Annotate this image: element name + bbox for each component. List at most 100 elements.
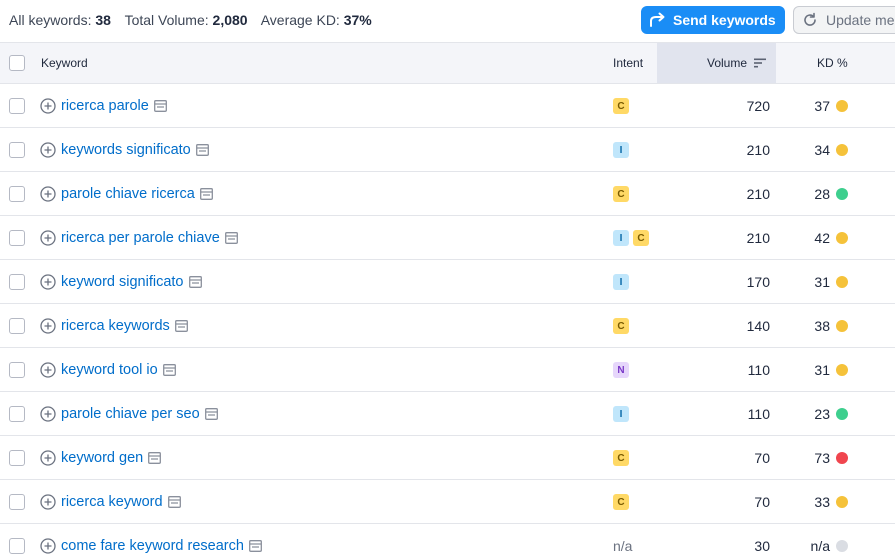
volume-value: 210 — [746, 230, 770, 246]
keyword-cell: parole chiave per seo — [40, 392, 218, 436]
serp-snapshot-icon[interactable] — [199, 188, 213, 200]
intent-badge[interactable]: C — [613, 98, 629, 114]
keyword-link[interactable]: ricerca keywords — [61, 318, 170, 334]
row-checkbox[interactable] — [9, 406, 25, 422]
intent-badge[interactable]: C — [613, 494, 629, 510]
intent-badge[interactable]: I — [613, 406, 629, 422]
serp-snapshot-icon[interactable] — [195, 144, 209, 156]
serp-snapshot-icon[interactable] — [188, 276, 202, 288]
intent-badge[interactable]: C — [613, 186, 629, 202]
kd-column-header[interactable]: KD % — [817, 56, 848, 70]
table-row: parole chiave per seo I 110 23 — [0, 392, 895, 436]
kd-value: 37 — [814, 98, 830, 114]
row-checkbox[interactable] — [9, 538, 25, 554]
kd-difficulty-dot — [836, 452, 848, 464]
volume-column-header[interactable]: Volume — [707, 43, 767, 83]
row-checkbox[interactable] — [9, 142, 25, 158]
keyword-link[interactable]: keywords significato — [61, 142, 191, 158]
kd-difficulty-dot — [836, 320, 848, 332]
intent-badge[interactable]: C — [633, 230, 649, 246]
volume-value: 140 — [746, 318, 770, 334]
serp-snapshot-icon[interactable] — [162, 364, 176, 376]
serp-snapshot-icon[interactable] — [248, 540, 262, 552]
serp-snapshot-icon[interactable] — [153, 100, 167, 112]
keyword-link[interactable]: keyword significato — [61, 274, 184, 290]
keyword-cell: ricerca keywords — [40, 304, 188, 348]
all-keywords-label: All keywords: — [9, 12, 92, 28]
intent-na: n/a — [613, 538, 633, 554]
intent-badge[interactable]: I — [613, 230, 629, 246]
sort-descending-icon — [754, 58, 767, 68]
row-checkbox[interactable] — [9, 494, 25, 510]
row-checkbox[interactable] — [9, 450, 25, 466]
table-row: ricerca keyword C 70 33 — [0, 480, 895, 524]
add-plus-icon[interactable] — [40, 538, 56, 554]
add-plus-icon[interactable] — [40, 186, 56, 202]
update-metrics-label: Update me — [826, 12, 895, 28]
add-plus-icon[interactable] — [40, 98, 56, 114]
kd-difficulty-dot — [836, 144, 848, 156]
keyword-column-header[interactable]: Keyword — [41, 56, 88, 70]
kd-difficulty-dot — [836, 232, 848, 244]
keyword-link[interactable]: keyword tool io — [61, 362, 158, 378]
add-plus-icon[interactable] — [40, 362, 56, 378]
keyword-link[interactable]: parole chiave per seo — [61, 406, 200, 422]
intent-cell: I — [613, 260, 633, 304]
intent-cell: I — [613, 128, 633, 172]
add-plus-icon[interactable] — [40, 494, 56, 510]
kd-difficulty-dot — [836, 540, 848, 552]
average-kd-label: Average KD: — [260, 12, 340, 28]
kd-value: 73 — [814, 450, 830, 466]
volume-value: 720 — [746, 98, 770, 114]
kd-difficulty-dot — [836, 188, 848, 200]
keyword-cell: keyword gen — [40, 436, 162, 480]
intent-badge[interactable]: C — [613, 318, 629, 334]
row-checkbox[interactable] — [9, 362, 25, 378]
add-plus-icon[interactable] — [40, 230, 56, 246]
keyword-link[interactable]: ricerca per parole chiave — [61, 230, 220, 246]
add-plus-icon[interactable] — [40, 318, 56, 334]
volume-header-label: Volume — [707, 56, 748, 70]
add-plus-icon[interactable] — [40, 450, 56, 466]
all-keywords-value: 38 — [95, 12, 111, 28]
add-plus-icon[interactable] — [40, 274, 56, 290]
serp-snapshot-icon[interactable] — [224, 232, 238, 244]
share-arrow-icon — [650, 12, 665, 27]
row-checkbox[interactable] — [9, 186, 25, 202]
keyword-link[interactable]: come fare keyword research — [61, 538, 244, 554]
serp-snapshot-icon[interactable] — [174, 320, 188, 332]
intent-badge[interactable]: C — [613, 450, 629, 466]
add-plus-icon[interactable] — [40, 142, 56, 158]
intent-badge[interactable]: I — [613, 142, 629, 158]
keyword-link[interactable]: parole chiave ricerca — [61, 186, 195, 202]
row-checkbox[interactable] — [9, 274, 25, 290]
keyword-link[interactable]: ricerca parole — [61, 98, 149, 114]
kd-value: 28 — [814, 186, 830, 202]
keyword-link[interactable]: keyword gen — [61, 450, 144, 466]
select-all-checkbox[interactable] — [9, 55, 25, 71]
intent-badge[interactable]: N — [613, 362, 629, 378]
table-row: keyword tool io N 110 31 — [0, 348, 895, 392]
send-keywords-button[interactable]: Send keywords — [641, 6, 785, 34]
keyword-cell: keywords significato — [40, 128, 209, 172]
keyword-cell: ricerca per parole chiave — [40, 216, 238, 260]
keyword-link[interactable]: ricerca keyword — [61, 494, 163, 510]
total-volume-value: 2,080 — [212, 12, 248, 28]
intent-badge[interactable]: I — [613, 274, 629, 290]
row-checkbox[interactable] — [9, 230, 25, 246]
row-checkbox[interactable] — [9, 98, 25, 114]
intent-cell: C — [613, 436, 633, 480]
intent-column-header[interactable]: Intent — [613, 56, 644, 70]
row-checkbox[interactable] — [9, 318, 25, 334]
update-metrics-button[interactable]: Update me — [793, 6, 895, 34]
serp-snapshot-icon[interactable] — [167, 496, 181, 508]
serp-snapshot-icon[interactable] — [204, 408, 218, 420]
total-volume-label: Total Volume: — [124, 12, 209, 28]
summary-bar: All keywords: 38 Total Volume: 2,080 Ave… — [0, 0, 895, 42]
table-row: keyword significato I 170 31 — [0, 260, 895, 304]
keyword-cell: ricerca parole — [40, 84, 167, 128]
serp-snapshot-icon[interactable] — [148, 452, 162, 464]
add-plus-icon[interactable] — [40, 406, 56, 422]
